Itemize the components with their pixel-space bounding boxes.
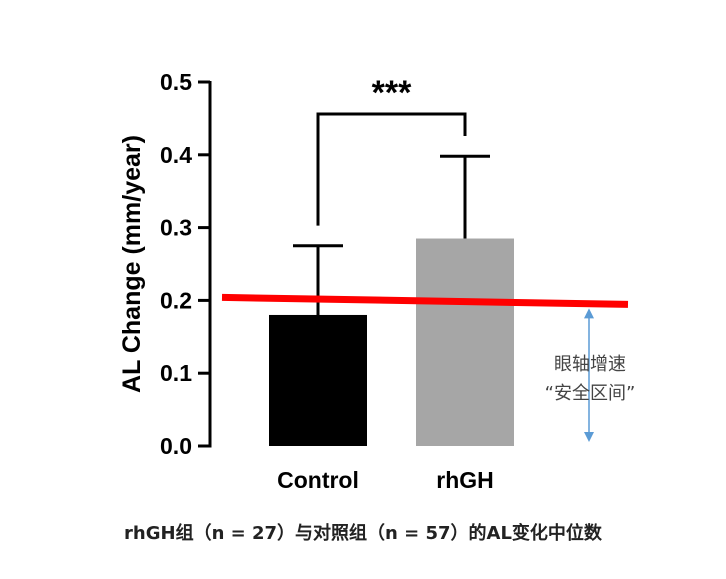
y-axis-label: AL Change (mm/year) [118, 135, 146, 393]
annotation-line-1: 眼轴增速 [554, 354, 626, 375]
y-tick-label: 0.5 [160, 69, 192, 95]
arrow-head-down [584, 432, 594, 442]
y-tick-label: 0.4 [160, 142, 192, 168]
bar-control [269, 314, 367, 446]
bars [269, 154, 514, 446]
x-tick-labels: Control rhGH [277, 467, 494, 493]
bar-rhgh [416, 238, 514, 446]
x-tick-label: Control [277, 467, 359, 493]
significance-label: *** [372, 74, 412, 112]
significance-line [316, 112, 467, 226]
y-tick-label: 0.0 [160, 433, 192, 459]
significance-bracket: *** [316, 74, 467, 226]
annotation-line-2: “安全区间” [544, 383, 636, 404]
x-tick-label: rhGH [436, 467, 494, 493]
y-tick-label: 0.2 [160, 287, 192, 313]
arrow-head-up [584, 308, 594, 319]
reference-line [221, 293, 629, 308]
safe-range-annotation: 眼轴增速 “安全区间” [520, 350, 660, 408]
y-tick-label: 0.3 [160, 215, 192, 241]
reference-line-group [221, 293, 629, 308]
range-arrow-group [584, 308, 594, 442]
figure-caption: rhGH组（n = 27）与对照组（n = 57）的AL变化中位数 [124, 523, 602, 544]
y-axis: 0.0 0.1 0.2 0.3 0.4 0.5 [160, 69, 212, 459]
y-tick-label: 0.1 [160, 360, 192, 386]
